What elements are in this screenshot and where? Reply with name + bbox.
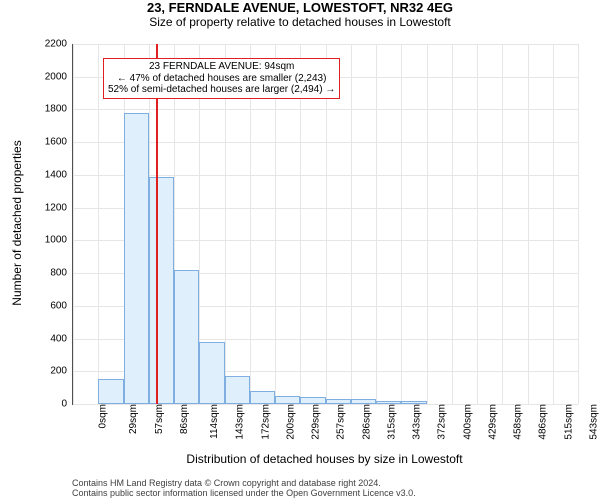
histogram-bar: [326, 399, 351, 404]
gridline-v: [578, 44, 579, 404]
attribution-line-1: Contains HM Land Registry data © Crown c…: [72, 478, 600, 488]
xtick-label: 315sqm: [382, 404, 397, 440]
xtick-label: 257sqm: [332, 404, 347, 440]
ytick-label: 600: [50, 300, 73, 311]
ytick-label: 200: [50, 366, 73, 377]
ytick-label: 2000: [45, 71, 73, 82]
xtick-label: 200sqm: [281, 404, 296, 440]
histogram-bar: [149, 177, 174, 404]
histogram-chart: 23 FERNDALE AVENUE: 94sqm ← 47% of detac…: [72, 44, 578, 405]
ytick-label: 1800: [45, 104, 73, 115]
xtick-label: 172sqm: [256, 404, 271, 440]
xtick-label: 486sqm: [534, 404, 549, 440]
annotation-line-1: 23 FERNDALE AVENUE: 94sqm: [108, 61, 335, 73]
histogram-bar: [401, 401, 426, 404]
histogram-bar: [124, 113, 149, 404]
xtick-label: 429sqm: [483, 404, 498, 440]
gridline-v: [477, 44, 478, 404]
attribution: Contains HM Land Registry data © Crown c…: [0, 478, 600, 498]
xtick-label: 286sqm: [357, 404, 372, 440]
gridline-h: [73, 404, 578, 405]
x-axis-label: Distribution of detached houses by size …: [72, 452, 577, 466]
xtick-label: 57sqm: [150, 404, 165, 434]
ytick-label: 1400: [45, 169, 73, 180]
histogram-bar: [300, 397, 325, 404]
gridline-v: [553, 44, 554, 404]
page-subtitle: Size of property relative to detached ho…: [0, 15, 600, 29]
gridline-v: [528, 44, 529, 404]
histogram-bar: [275, 396, 300, 404]
xtick-label: 515sqm: [559, 404, 574, 440]
xtick-label: 0sqm: [93, 404, 108, 428]
histogram-bar: [98, 379, 123, 404]
xtick-label: 343sqm: [408, 404, 423, 440]
histogram-bar: [225, 376, 250, 404]
annotation-line-2: ← 47% of detached houses are smaller (2,…: [108, 73, 335, 85]
ytick-label: 0: [61, 399, 73, 410]
ytick-label: 1000: [45, 235, 73, 246]
histogram-bar: [199, 342, 224, 404]
xtick-label: 543sqm: [584, 404, 599, 440]
gridline-v: [502, 44, 503, 404]
gridline-v: [452, 44, 453, 404]
gridline-v: [427, 44, 428, 404]
histogram-bar: [174, 270, 199, 404]
gridline-v: [351, 44, 352, 404]
xtick-label: 458sqm: [509, 404, 524, 440]
gridline-v: [73, 44, 74, 404]
xtick-label: 372sqm: [433, 404, 448, 440]
annotation-line-3: 52% of semi-detached houses are larger (…: [108, 84, 335, 96]
gridline-v: [98, 44, 99, 404]
xtick-label: 86sqm: [175, 404, 190, 434]
y-axis-label: Number of detached properties: [10, 123, 24, 323]
annotation-box: 23 FERNDALE AVENUE: 94sqm ← 47% of detac…: [103, 58, 340, 99]
xtick-label: 229sqm: [307, 404, 322, 440]
ytick-label: 2200: [45, 39, 73, 50]
xtick-label: 29sqm: [124, 404, 139, 434]
histogram-bar: [351, 399, 376, 404]
ytick-label: 400: [50, 333, 73, 344]
page-title: 23, FERNDALE AVENUE, LOWESTOFT, NR32 4EG: [0, 0, 600, 15]
attribution-line-2: Contains public sector information licen…: [72, 488, 600, 498]
ytick-label: 1600: [45, 137, 73, 148]
xtick-label: 114sqm: [205, 404, 220, 439]
histogram-bar: [376, 401, 401, 404]
ytick-label: 800: [50, 268, 73, 279]
histogram-bar: [250, 391, 275, 404]
ytick-label: 1200: [45, 202, 73, 213]
xtick-label: 400sqm: [458, 404, 473, 440]
xtick-label: 143sqm: [231, 404, 246, 440]
gridline-v: [376, 44, 377, 404]
gridline-v: [401, 44, 402, 404]
